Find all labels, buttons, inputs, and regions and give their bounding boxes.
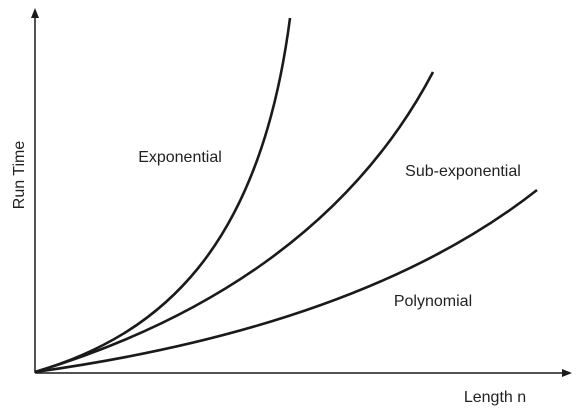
x-axis-label: Length n	[464, 389, 526, 406]
curve-label: Polynomial	[394, 293, 472, 310]
sub-exponential-curve	[34, 71, 435, 374]
x-axis-arrow	[562, 369, 572, 377]
y-axis-label: Run Time	[11, 141, 28, 210]
polynomial-curve	[34, 188, 538, 374]
y-axis-arrow	[31, 8, 39, 18]
curve-label: Sub-exponential	[405, 163, 521, 180]
exponential-curve	[34, 17, 292, 374]
curve-label: Exponential	[138, 149, 222, 166]
